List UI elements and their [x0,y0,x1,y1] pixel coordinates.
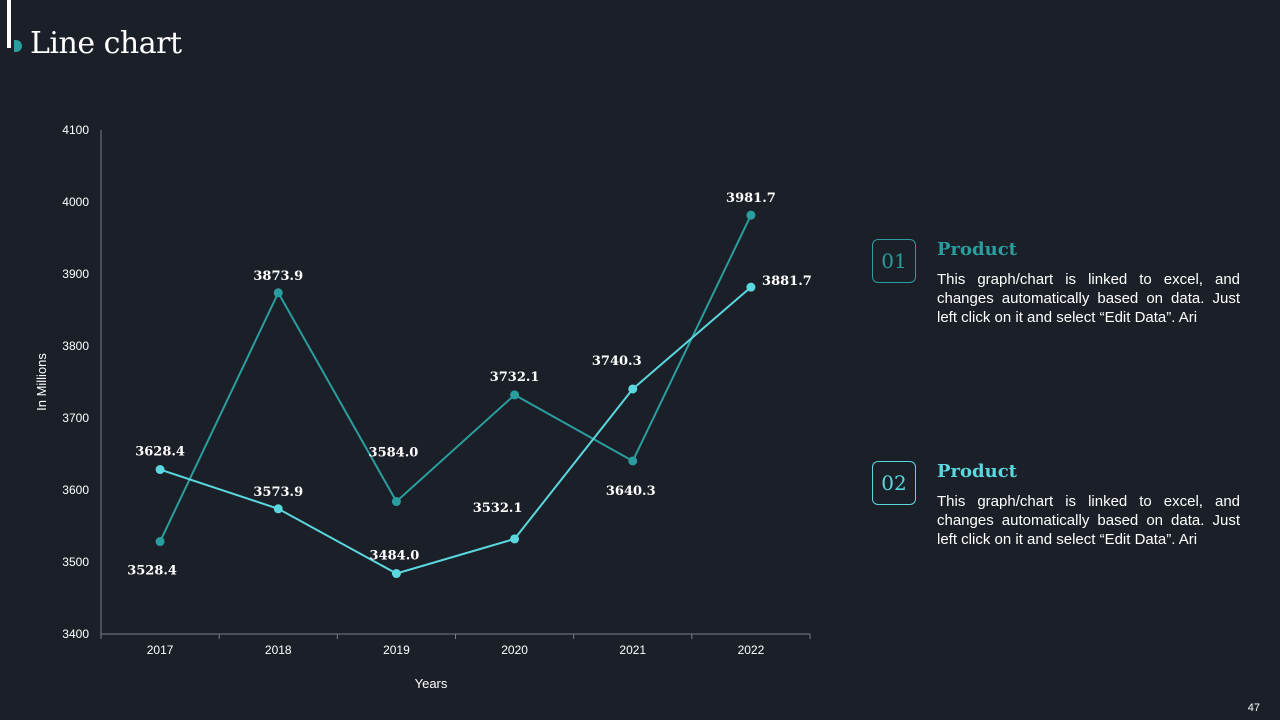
chart-data-labels: 3528.4 3873.9 3584.0 3732.1 3640.3 3981.7 3628… [127,191,812,578]
series-1-point [155,537,165,547]
legend-description: This graph/chart is linked to excel, and… [937,271,1240,326]
y-tick-label: 3900 [62,267,89,281]
series-1-point [746,210,756,220]
legend-number-badge: 01 [872,239,916,283]
series-1-data-label: 3528.4 [127,564,177,579]
y-tick-label: 3400 [62,627,89,641]
chart-points [155,210,756,579]
legend-heading: Product [937,239,1017,260]
series-1-point [273,288,283,298]
series-2-line [159,286,752,575]
y-axis-title: In Millions [34,353,49,411]
y-tick-label: 3600 [62,483,89,497]
series-1-point [628,456,638,466]
series-1-point [510,390,520,400]
series-2-data-label: 3628.4 [135,445,185,460]
series-1-data-label: 3640.3 [606,484,656,499]
line-chart: 3400 3500 3600 3700 3800 3900 4000 4100 2017 2018… [34,123,812,691]
series-1-data-label: 3732.1 [490,370,540,385]
y-tick-label: 3800 [62,339,89,353]
x-tick-label: 2020 [501,643,528,657]
series-2-data-label: 3740.3 [592,354,642,369]
x-axis-title: Years [415,676,448,691]
series-2-point [155,465,165,475]
x-tick-label: 2022 [738,643,765,657]
series-2-data-label: 3881.7 [762,274,812,289]
series-1-data-label: 3584.0 [369,446,419,461]
legend-heading: Product [937,461,1017,482]
series-1-point [391,497,401,507]
series-2-point [273,504,283,514]
x-tick-label: 2019 [383,643,410,657]
legend-description: This graph/chart is linked to excel, and… [937,493,1240,548]
y-tick-label: 3700 [62,411,89,425]
legend-number-badge: 02 [872,461,916,505]
y-tick-label: 4100 [62,123,89,137]
series-1-data-label: 3873.9 [253,269,303,284]
chart-lines [159,214,752,575]
series-2-point [391,569,401,579]
x-tick-label: 2018 [265,643,292,657]
series-2-point [628,384,638,394]
x-tick-label: 2017 [147,643,174,657]
series-2-point [510,534,520,544]
page-title: Line chart [30,26,182,61]
series-1-line [159,214,752,542]
title-accent-bar [7,0,11,48]
y-tick-label: 4000 [62,195,89,209]
series-2-point [746,282,756,292]
x-tick-label: 2021 [619,643,646,657]
chart-axes: 3400 3500 3600 3700 3800 3900 4000 4100 2017 2018… [34,123,811,691]
page-number: 47 [1247,702,1260,714]
title-marker [14,40,22,52]
series-2-data-label: 3532.1 [473,501,523,516]
series-1-data-label: 3981.7 [726,191,776,206]
y-tick-label: 3500 [62,555,89,569]
series-2-data-label: 3484.0 [370,549,420,564]
series-2-data-label: 3573.9 [253,485,303,500]
